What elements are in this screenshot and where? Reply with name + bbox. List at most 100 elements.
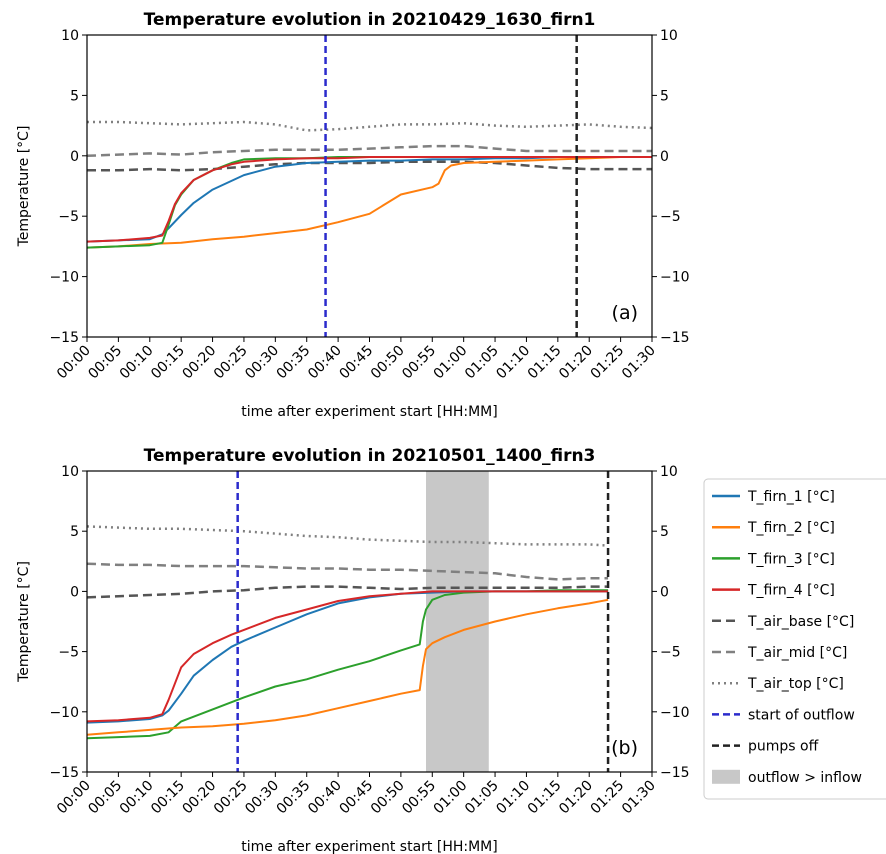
y-tick-label-left: 5 [70, 88, 79, 104]
x-tick-label: 01:05 [462, 778, 502, 818]
y-tick-label-left: 0 [70, 149, 79, 165]
legend-entry-label: T_firn_2 [°C] [747, 520, 835, 536]
y-tick-label-left: 0 [70, 584, 79, 600]
x-tick-label: 00:10 [117, 343, 157, 383]
x-axis-label: time after experiment start [HH:MM] [241, 839, 497, 854]
y-tick-label-left: −5 [58, 209, 79, 225]
legend-entry-label: T_air_mid [°C] [747, 645, 847, 661]
series-line-t-air-top [86, 525, 609, 547]
legend-entry-label: T_firn_4 [°C] [747, 583, 835, 599]
y-tick-label-right: 5 [660, 88, 669, 104]
x-tick-label: 00:20 [180, 343, 220, 383]
x-tick-label: 00:30 [242, 343, 282, 383]
x-tick-label: 00:45 [336, 778, 376, 818]
x-tick-label: 01:30 [619, 343, 659, 383]
y-tick-label-right: −5 [660, 645, 681, 661]
x-tick-label: 01:00 [431, 778, 471, 818]
legend-swatch [712, 769, 740, 784]
x-tick-label: 00:05 [85, 778, 125, 818]
y-tick-label-right: −15 [660, 330, 690, 346]
legend: T_firn_1 [°C] T_firn_2 [°C] T_firn_3 [°C] T… [703, 478, 886, 800]
series-line-t-air-base [86, 585, 609, 599]
legend-entry-label: T_air_top [°C] [747, 676, 844, 692]
plot-frame [86, 34, 653, 338]
x-tick-label: 01:20 [556, 778, 596, 818]
legend-entry-label: T_firn_3 [°C] [747, 551, 835, 567]
legend-box [703, 478, 886, 800]
series-line-t-firn-1 [86, 590, 609, 724]
x-tick-label: 00:40 [305, 343, 345, 383]
chart-title: Temperature evolution in 20210501_1400_f… [144, 446, 596, 466]
panel-label: (a) [612, 302, 638, 324]
series-line-t-firn-4 [86, 156, 652, 243]
x-tick-label: 01:05 [462, 343, 502, 383]
series-line-t-firn-3 [86, 589, 609, 740]
series-line-t-firn-2 [86, 156, 652, 249]
y-axis-label: Temperature [°C] [16, 561, 32, 683]
x-tick-label: 01:30 [619, 778, 659, 818]
x-tick-label: 00:30 [242, 778, 282, 818]
x-tick-label: 01:10 [493, 778, 533, 818]
y-tick-label-right: 10 [660, 464, 678, 480]
series-line-t-air-mid [86, 562, 609, 581]
x-tick-label: 00:00 [54, 778, 94, 818]
chart-panel-1: −15 −15−10 −10−5 −50 05 510 1000:0000:0500:100… [16, 10, 690, 420]
y-tick-label-right: −10 [660, 270, 690, 286]
y-tick-label-right: −10 [660, 705, 690, 721]
series-line-t-firn-4 [86, 590, 609, 723]
panel-label: (b) [611, 737, 638, 759]
y-tick-label-right: 10 [660, 28, 678, 44]
x-tick-label: 00:00 [54, 343, 94, 383]
y-tick-label-right: 5 [660, 524, 669, 540]
y-tick-label-left: 5 [70, 524, 79, 540]
shaded-span [426, 471, 489, 772]
y-tick-label-left: −5 [58, 645, 79, 661]
y-tick-label-right: 0 [660, 149, 669, 165]
plot-frame [86, 470, 653, 773]
x-tick-label: 00:55 [399, 343, 439, 383]
x-tick-label: 00:20 [180, 778, 220, 818]
x-tick-label: 00:50 [368, 343, 408, 383]
x-tick-label: 00:25 [211, 778, 251, 818]
x-tick-label: 01:15 [525, 778, 565, 818]
x-tick-label: 00:05 [85, 343, 125, 383]
x-tick-label: 00:35 [274, 343, 314, 383]
chart-title: Temperature evolution in 20210429_1630_f… [144, 10, 596, 30]
x-tick-label: 01:00 [431, 343, 471, 383]
x-tick-label: 00:10 [117, 778, 157, 818]
y-tick-label-right: −15 [660, 765, 690, 781]
x-tick-label: 01:15 [525, 343, 565, 383]
y-tick-label-left: −15 [49, 330, 79, 346]
x-tick-label: 01:25 [588, 343, 628, 383]
series-line-t-air-base [87, 160, 652, 172]
x-tick-label: 00:25 [211, 343, 251, 383]
y-tick-label-left: 10 [61, 464, 79, 480]
legend-entry-label: outflow > inflow [748, 770, 862, 786]
x-tick-label: 01:25 [588, 778, 628, 818]
x-axis-label: time after experiment start [HH:MM] [241, 404, 497, 420]
series-line-t-air-mid [86, 144, 652, 158]
y-tick-label-right: 0 [660, 584, 669, 600]
y-tick-label-left: 10 [61, 28, 79, 44]
y-tick-label-left: −10 [49, 270, 79, 286]
legend-entry-label: T_firn_1 [°C] [747, 489, 835, 505]
series-line-t-firn-2 [86, 598, 609, 736]
chart-panel-2: −15 −15−10 −10−5 −50 05 510 1000:0000:0500:100… [16, 446, 690, 854]
x-tick-label: 00:15 [148, 778, 188, 818]
x-tick-label: 00:40 [305, 778, 345, 818]
y-axis-label: Temperature [°C] [16, 126, 32, 248]
series-line-t-air-top [87, 120, 653, 132]
x-tick-label: 01:20 [556, 343, 596, 383]
y-tick-label-left: −15 [49, 765, 79, 781]
y-tick-label-right: −5 [660, 209, 681, 225]
x-tick-label: 00:35 [274, 778, 314, 818]
y-tick-label-left: −10 [49, 705, 79, 721]
legend-entry-label: start of outflow [748, 707, 855, 723]
x-tick-label: 00:50 [368, 778, 408, 818]
x-tick-label: 00:45 [336, 343, 376, 383]
x-tick-label: 01:10 [493, 343, 533, 383]
x-tick-label: 00:15 [148, 343, 188, 383]
x-tick-label: 00:55 [399, 778, 439, 818]
legend-entry-label: pumps off [748, 739, 819, 755]
